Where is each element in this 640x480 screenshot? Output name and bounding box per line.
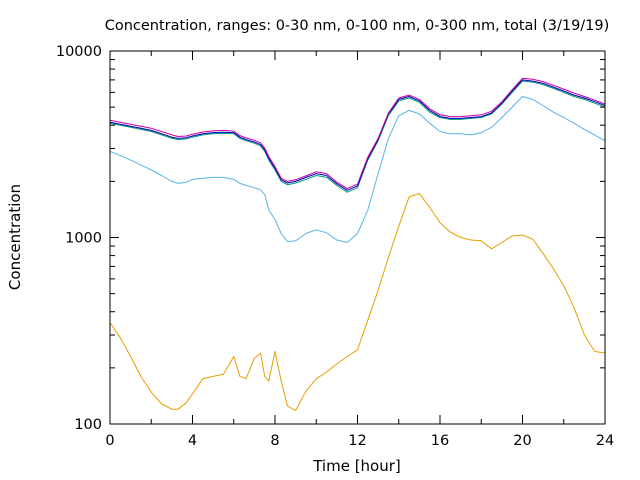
y-tick-label: 1000 (65, 231, 102, 247)
y-axis-label: Concentration (6, 184, 24, 290)
x-tick-label: 16 (431, 433, 449, 449)
x-tick-label: 24 (596, 433, 614, 449)
series-line-4 (109, 79, 606, 191)
x-tick-label: 20 (513, 433, 531, 449)
plot-frame (109, 50, 606, 425)
x-tick-label: 8 (270, 433, 279, 449)
series-line-2 (109, 96, 606, 243)
x-axis-label: Time [hour] (312, 457, 401, 475)
x-tick-label: 0 (105, 433, 114, 449)
axes-layer: 0 4 8 12 16 20 24 100 1000 10000 (56, 44, 614, 449)
series-line-5 (109, 77, 606, 190)
y-tick-label: 100 (74, 417, 102, 433)
x-tick-label: 4 (188, 433, 197, 449)
y-tick-label: 10000 (56, 44, 102, 60)
series-line-3 (109, 80, 606, 193)
series-line-1 (109, 193, 606, 412)
chart-title: Concentration, ranges: 0-30 nm, 0-100 nm… (105, 18, 610, 34)
series-layer (109, 77, 606, 412)
x-tick-label: 12 (348, 433, 366, 449)
